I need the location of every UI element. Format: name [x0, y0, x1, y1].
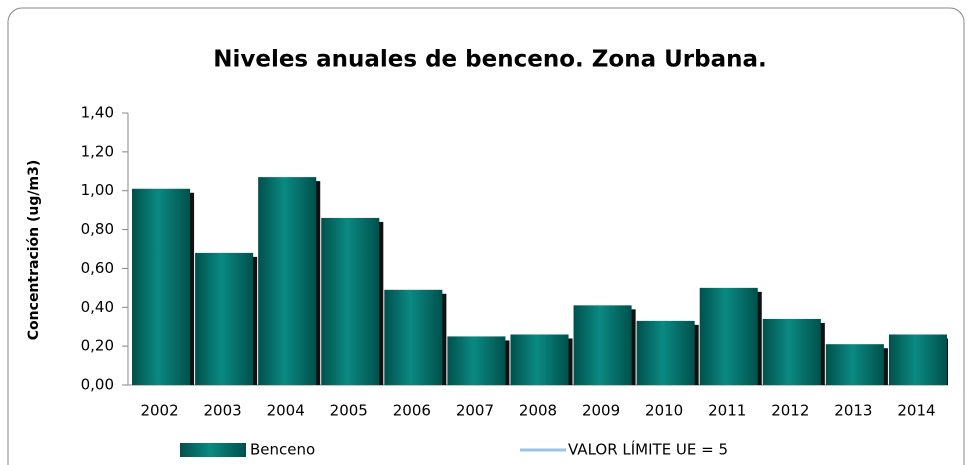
x-tick-label: 2008 — [519, 402, 557, 420]
y-tick-label: 0,80 — [81, 220, 114, 238]
x-tick-label: 2003 — [204, 402, 242, 420]
bar — [762, 318, 821, 385]
bar — [195, 252, 254, 385]
bar — [321, 217, 380, 385]
bar — [699, 287, 758, 385]
y-tick-label: 0,60 — [81, 259, 114, 277]
legend-swatch — [180, 443, 246, 457]
y-tick-label: 0,40 — [81, 298, 114, 316]
y-tick-label: 1,00 — [81, 181, 114, 199]
legend-label: VALOR LÍMITE UE = 5 — [568, 440, 728, 459]
y-axis-label: Concentración (ug/m3) — [26, 160, 42, 340]
bar — [258, 177, 317, 385]
x-tick-label: 2012 — [771, 402, 809, 420]
x-tick-label: 2005 — [330, 402, 368, 420]
bar — [573, 305, 632, 385]
legend-label: Benceno — [250, 441, 315, 459]
y-tick-label: 1,40 — [81, 104, 114, 122]
y-tick-label: 0,00 — [81, 376, 114, 394]
bar — [510, 334, 569, 385]
x-tick-label: 2011 — [708, 402, 746, 420]
x-tick-label: 2010 — [645, 402, 683, 420]
x-tick-label: 2007 — [456, 402, 494, 420]
bar — [132, 188, 191, 385]
bar — [636, 320, 695, 385]
y-tick-label: 0,20 — [81, 337, 114, 355]
bar — [888, 334, 947, 385]
bar — [825, 344, 884, 385]
plot-area — [132, 177, 948, 385]
x-tick-label: 2013 — [834, 402, 872, 420]
x-tick-label: 2006 — [393, 402, 431, 420]
x-tick-label: 2009 — [582, 402, 620, 420]
y-tick-label: 1,20 — [81, 142, 114, 160]
bar — [447, 336, 506, 385]
x-tick-label: 2014 — [897, 402, 935, 420]
x-tick-label: 2004 — [267, 402, 305, 420]
bar — [384, 289, 443, 385]
x-tick-label: 2002 — [140, 402, 178, 420]
chart-title: Niveles anuales de benceno. Zona Urbana. — [213, 47, 767, 73]
